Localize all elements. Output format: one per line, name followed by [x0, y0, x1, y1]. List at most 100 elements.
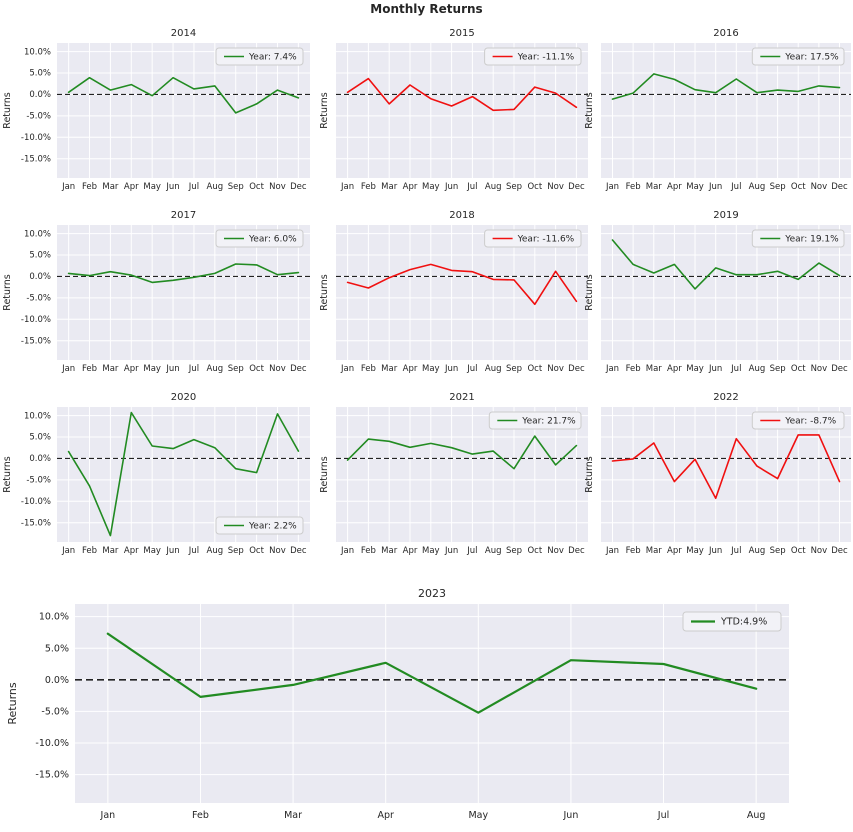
chart-2021: 2021 Returns Jan Feb Mar Apr May Jun Jul Aug Sep Oc… [319, 392, 588, 556]
x-tick-label: Sep [228, 182, 244, 192]
y-tick-label: -10.0% [35, 738, 69, 749]
x-tick-label: Jul [730, 182, 741, 192]
legend-label: Year: -11.1% [517, 52, 575, 62]
x-tick-label: Oct [527, 182, 542, 192]
x-tick-label: May [422, 182, 440, 192]
legend: Year: 2.2% [215, 516, 304, 535]
x-tick-label: Dec [290, 182, 307, 192]
legend-box [215, 47, 304, 66]
chart-title: 2023 [418, 587, 446, 600]
x-tick-label: Mar [381, 546, 398, 556]
x-tick-label: Dec [831, 364, 848, 374]
x-tick-label: Jan [605, 182, 619, 192]
x-tick-label: Nov [269, 182, 286, 192]
y-tick-label: -10.0% [21, 133, 51, 143]
y-axis-label: Returns [2, 274, 13, 311]
legend-label: Year: 19.1% [784, 234, 839, 244]
x-tick-label: Aug [747, 810, 766, 821]
chart-2014: 2014 Returns 10.0% 5.0% 0.0% -5.0% -10.0% -15.0… [2, 28, 310, 192]
x-tick-label: Jan [61, 546, 75, 556]
x-tick-label: Dec [568, 182, 585, 192]
legend: Year: -11.6% [484, 229, 582, 248]
x-tick-label: Mar [646, 364, 663, 374]
y-tick-label: 10.0% [24, 229, 51, 239]
x-tick-label: Nov [547, 182, 564, 192]
x-tick-label: May [686, 364, 704, 374]
y-tick-label: -10.0% [21, 497, 51, 507]
returns-line [611, 239, 841, 290]
x-tick-label: Oct [249, 182, 264, 192]
x-tick-label: Jan [100, 810, 116, 821]
returns-line [346, 263, 578, 306]
x-tick-label: Apr [124, 546, 139, 556]
x-tick-label: Jun [165, 182, 179, 192]
legend-box [751, 47, 845, 66]
x-tick-label: Jun [444, 364, 458, 374]
x-tick-label: May [468, 810, 488, 821]
x-tick-label: Nov [811, 182, 828, 192]
legend-box [682, 611, 782, 632]
x-tick-label: Feb [192, 810, 209, 821]
x-tick-label: Dec [831, 546, 848, 556]
legend-label: Year: 6.0% [248, 234, 297, 244]
legend-box [215, 229, 304, 248]
x-tick-label: Oct [791, 546, 806, 556]
y-axis-label: Returns [584, 456, 595, 493]
legend-box [215, 516, 304, 535]
legend-box [488, 411, 582, 430]
chart-title: 2021 [449, 392, 474, 403]
y-tick-label: 10.0% [24, 411, 51, 421]
y-axis-label: Returns [584, 274, 595, 311]
x-tick-label: Jun [444, 546, 458, 556]
x-tick-label: Aug [207, 546, 224, 556]
x-tick-label: Aug [485, 364, 502, 374]
returns-line [346, 77, 578, 112]
x-tick-label: Aug [485, 546, 502, 556]
x-tick-label: Feb [626, 364, 641, 374]
x-tick-label: Jun [708, 546, 722, 556]
x-tick-label: Sep [506, 546, 522, 556]
x-tick-label: May [143, 546, 161, 556]
legend: Year: 17.5% [751, 47, 845, 66]
x-tick-label: Oct [527, 546, 542, 556]
x-tick-label: Jun [165, 546, 179, 556]
x-tick-label: Dec [568, 364, 585, 374]
x-tick-label: Feb [361, 182, 376, 192]
y-tick-label: -5.0% [26, 476, 51, 486]
x-tick-label: Feb [626, 546, 641, 556]
x-tick-label: Jul [188, 364, 199, 374]
x-tick-label: Feb [361, 546, 376, 556]
chart-2020: 2020 Returns 10.0% 5.0% 0.0% -5.0% -10.0% -15.0… [2, 392, 310, 556]
x-tick-label: Jul [466, 546, 477, 556]
x-tick-label: Oct [249, 364, 264, 374]
legend-label: Year: 7.4% [248, 52, 297, 62]
y-tick-label: -5.0% [41, 706, 69, 717]
x-tick-label: Nov [811, 546, 828, 556]
x-tick-label: Sep [228, 546, 244, 556]
returns-line [611, 434, 841, 500]
y-axis-label: Returns [319, 456, 330, 493]
grid-lines [75, 604, 789, 803]
x-tick-label: Sep [770, 546, 786, 556]
chart-2023: 2023 Returns 10.0% 5.0% 0.0% -5.0% -10.0% -15.0… [6, 587, 789, 821]
chart-2022: 2022 Returns Jan Feb Mar Apr May Jun Jul Aug Sep Oc… [584, 392, 851, 556]
chart-title: 2016 [713, 28, 738, 39]
x-tick-label: Jul [188, 182, 199, 192]
x-tick-label: May [143, 364, 161, 374]
chart-title: 2015 [449, 28, 474, 39]
x-tick-label: Aug [207, 364, 224, 374]
x-tick-label: Jul [466, 182, 477, 192]
legend-box [484, 229, 582, 248]
x-tick-label: Mar [381, 364, 398, 374]
y-tick-label: 5.0% [29, 251, 51, 261]
legend: Year: -11.1% [484, 47, 582, 66]
legend: YTD:4.9% [682, 611, 782, 632]
y-tick-label: 10.0% [39, 612, 69, 623]
chart-2019: 2019 Returns Jan Feb Mar Apr May Jun Jul Aug Sep Oc… [584, 210, 851, 374]
legend: Year: -8.7% [751, 411, 845, 430]
x-tick-label: Jun [708, 364, 722, 374]
x-tick-label: Feb [82, 182, 97, 192]
y-tick-label: 0.0% [29, 454, 51, 464]
x-tick-label: Aug [207, 182, 224, 192]
